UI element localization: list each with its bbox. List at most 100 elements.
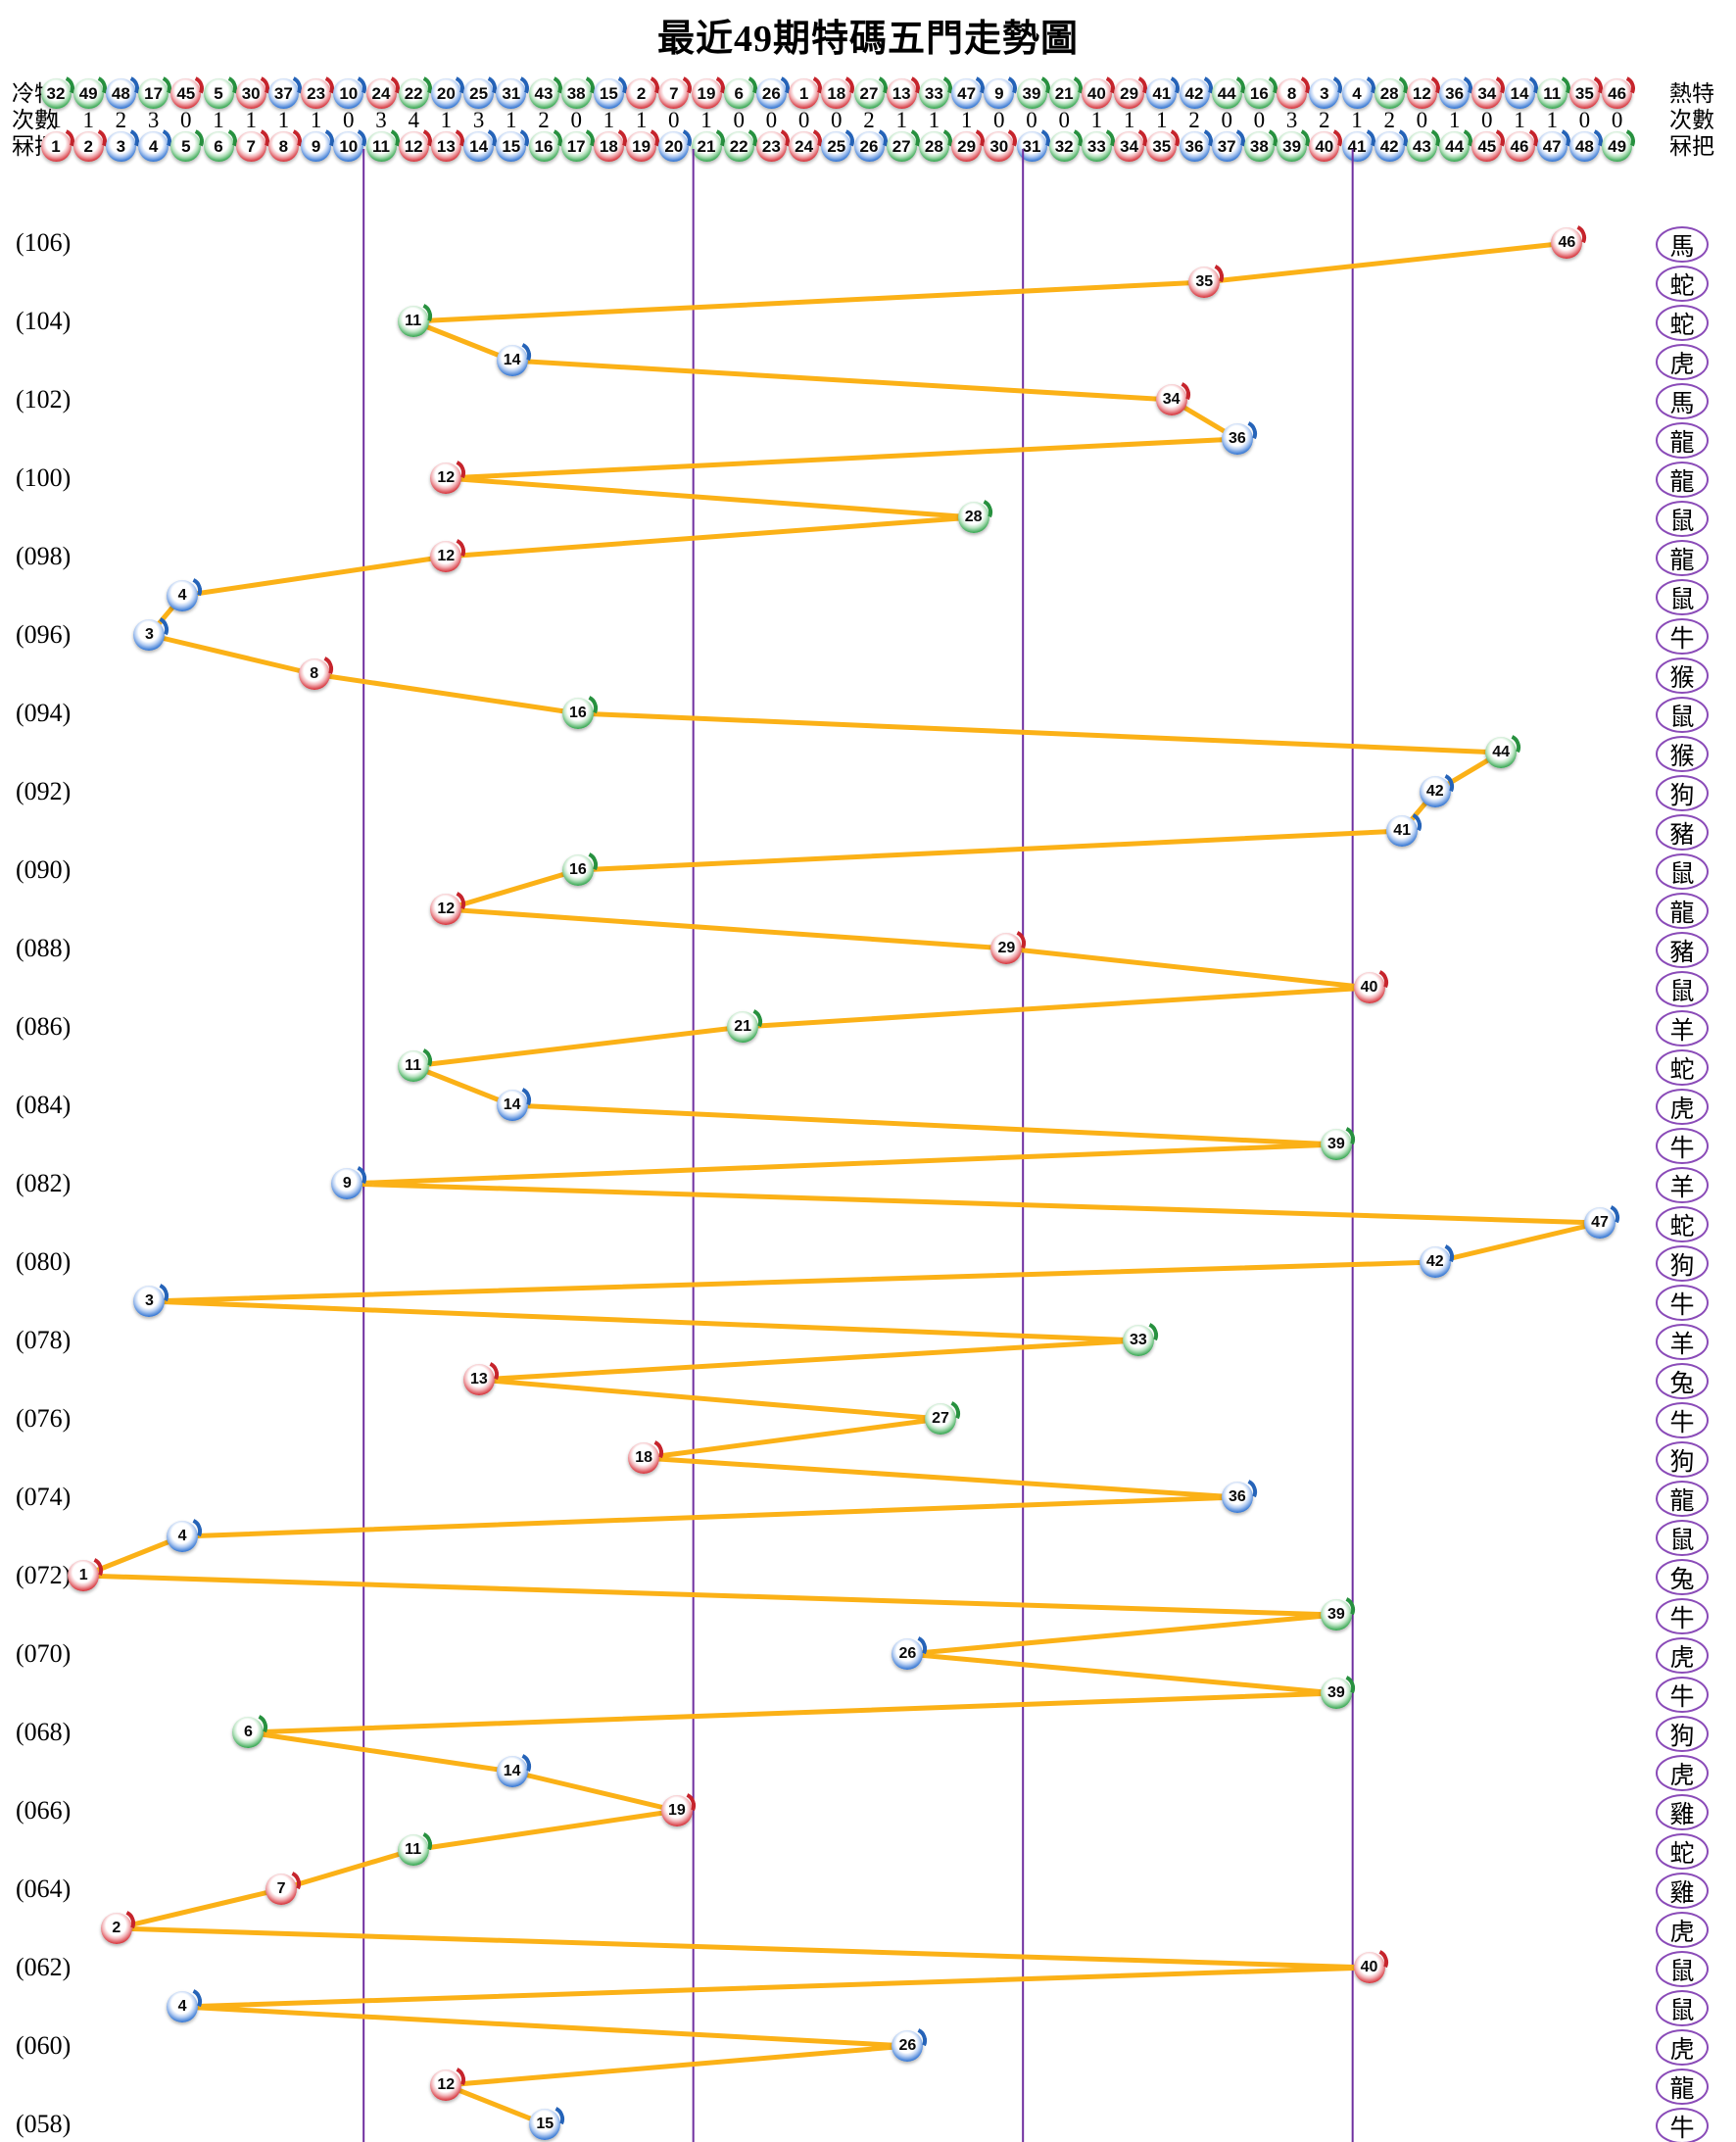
frequency-count: 1 (213, 108, 224, 132)
chart-ball: 3 (133, 619, 166, 651)
number-index-ball: 49 (1602, 131, 1633, 162)
zodiac-badge: 鼠 (1656, 1951, 1709, 1987)
frequency-count: 2 (1188, 108, 1200, 132)
chart-ball: 16 (561, 854, 594, 886)
frequency-count: 1 (1156, 108, 1168, 132)
number-index-ball: 48 (1568, 131, 1600, 162)
frequency-count: 4 (408, 108, 419, 132)
cold-hot-sequence-ball: 14 (1504, 78, 1535, 109)
zodiac-badge: 龍 (1656, 1481, 1709, 1517)
frequency-count: 1 (506, 108, 517, 132)
frequency-count: 1 (277, 108, 290, 132)
number-index-ball: 18 (593, 131, 624, 162)
frequency-count: 1 (1123, 108, 1135, 132)
zodiac-badge: 牛 (1656, 1128, 1709, 1164)
zodiac-badge: 狗 (1656, 1716, 1709, 1752)
number-index-ball: 27 (886, 131, 917, 162)
frequency-count: 2 (1383, 108, 1395, 132)
cold-hot-sequence-ball: 35 (1568, 78, 1600, 109)
trend-line (80, 240, 1603, 2127)
chart-ball: 8 (298, 658, 330, 690)
number-index-ball: 19 (626, 131, 657, 162)
frequency-count: 1 (82, 108, 94, 132)
cold-hot-sequence-ball: 17 (138, 78, 169, 109)
chart-ball: 14 (496, 345, 528, 376)
number-index-ball: 20 (658, 131, 690, 162)
zodiac-badge: 鼠 (1656, 579, 1709, 615)
cold-hot-sequence-ball: 31 (496, 78, 527, 109)
zodiac-badge: 狗 (1656, 1441, 1709, 1478)
cold-hot-sequence-ball: 36 (1439, 78, 1471, 109)
cold-hot-sequence-ball: 10 (333, 78, 364, 109)
cold-hot-sequence-ball: 33 (918, 78, 949, 109)
number-index-ball: 34 (1114, 131, 1145, 162)
number-index-ball: 2 (72, 131, 104, 162)
zodiac-badge: 虎 (1656, 2029, 1709, 2066)
number-index-ball: 10 (333, 131, 364, 162)
number-index-ball: 42 (1374, 131, 1405, 162)
zodiac-badge: 兔 (1656, 1559, 1709, 1595)
cold-hot-sequence-ball: 25 (463, 78, 495, 109)
number-index-ball: 31 (1016, 131, 1047, 162)
chart-ball: 46 (1551, 227, 1583, 259)
frequency-count: 2 (863, 108, 875, 132)
number-index-ball: 36 (1179, 131, 1210, 162)
zodiac-badge: 羊 (1656, 1324, 1709, 1360)
cold-hot-sequence-ball: 19 (691, 78, 722, 109)
frequency-count: 3 (1285, 108, 1298, 132)
number-index-ball: 3 (105, 131, 136, 162)
number-index-ball: 21 (691, 131, 722, 162)
zodiac-badge: 龍 (1656, 893, 1709, 929)
page-title: 最近49期特碼五門走勢圖 (656, 19, 1079, 60)
number-index-ball: 16 (528, 131, 559, 162)
number-index-ball: 28 (918, 131, 949, 162)
cold-hot-sequence-ball: 27 (853, 78, 885, 109)
zodiac-badge: 牛 (1656, 618, 1709, 655)
cold-hot-sequence-ball: 34 (1471, 78, 1503, 109)
chart-ball: 28 (957, 502, 989, 533)
number-index-ball: 43 (1406, 131, 1437, 162)
chart-ball: 4 (167, 1521, 199, 1552)
frequency-count: 0 (1058, 108, 1070, 132)
frequency-count: 0 (570, 108, 582, 132)
chart-ball: 2 (100, 1913, 132, 1944)
chart-ball: 6 (232, 1717, 265, 1748)
frequency-count: 0 (1578, 108, 1591, 132)
chart-ball: 47 (1584, 1207, 1616, 1239)
number-index-ball: 37 (1211, 131, 1242, 162)
chart-ball: 36 (1221, 1482, 1253, 1513)
cold-hot-sequence-ball: 20 (430, 78, 461, 109)
chart-ball: 4 (167, 580, 199, 611)
number-index-ball: 14 (463, 131, 495, 162)
number-index-ball: 46 (1504, 131, 1535, 162)
chart-ball: 4 (167, 1991, 199, 2022)
number-index-ball: 4 (138, 131, 169, 162)
chart-ball: 14 (496, 1090, 528, 1121)
chart-ball: 1 (68, 1560, 100, 1591)
cold-hot-sequence-ball: 18 (821, 78, 852, 109)
period-label: (106) (16, 228, 72, 257)
zodiac-badge: 牛 (1656, 1285, 1709, 1321)
zodiac-badge: 馬 (1656, 383, 1709, 419)
zodiac-badge: 龍 (1656, 422, 1709, 459)
cold-hot-sequence-ball: 43 (528, 78, 559, 109)
zodiac-badge: 鼠 (1656, 971, 1709, 1007)
cold-hot-sequence-ball: 11 (1536, 78, 1567, 109)
period-label: (100) (16, 463, 72, 492)
chart-ball: 33 (1122, 1325, 1154, 1356)
zodiac-badge: 牛 (1656, 2108, 1709, 2142)
cold-hot-sequence-ball: 5 (203, 78, 234, 109)
period-label: (084) (16, 1091, 72, 1119)
number-index-ball: 6 (203, 131, 234, 162)
cold-hot-sequence-ball: 4 (1341, 78, 1373, 109)
cold-hot-sequence-ball: 49 (72, 78, 104, 109)
chart-ball: 42 (1419, 776, 1451, 807)
zodiac-badge: 虎 (1656, 1912, 1709, 1948)
period-label: (070) (16, 1639, 72, 1668)
cold-hot-sequence-ball: 48 (105, 78, 136, 109)
chart-ball: 44 (1485, 737, 1518, 768)
frequency-count: 0 (1416, 108, 1428, 132)
chart-ball: 19 (660, 1795, 693, 1826)
